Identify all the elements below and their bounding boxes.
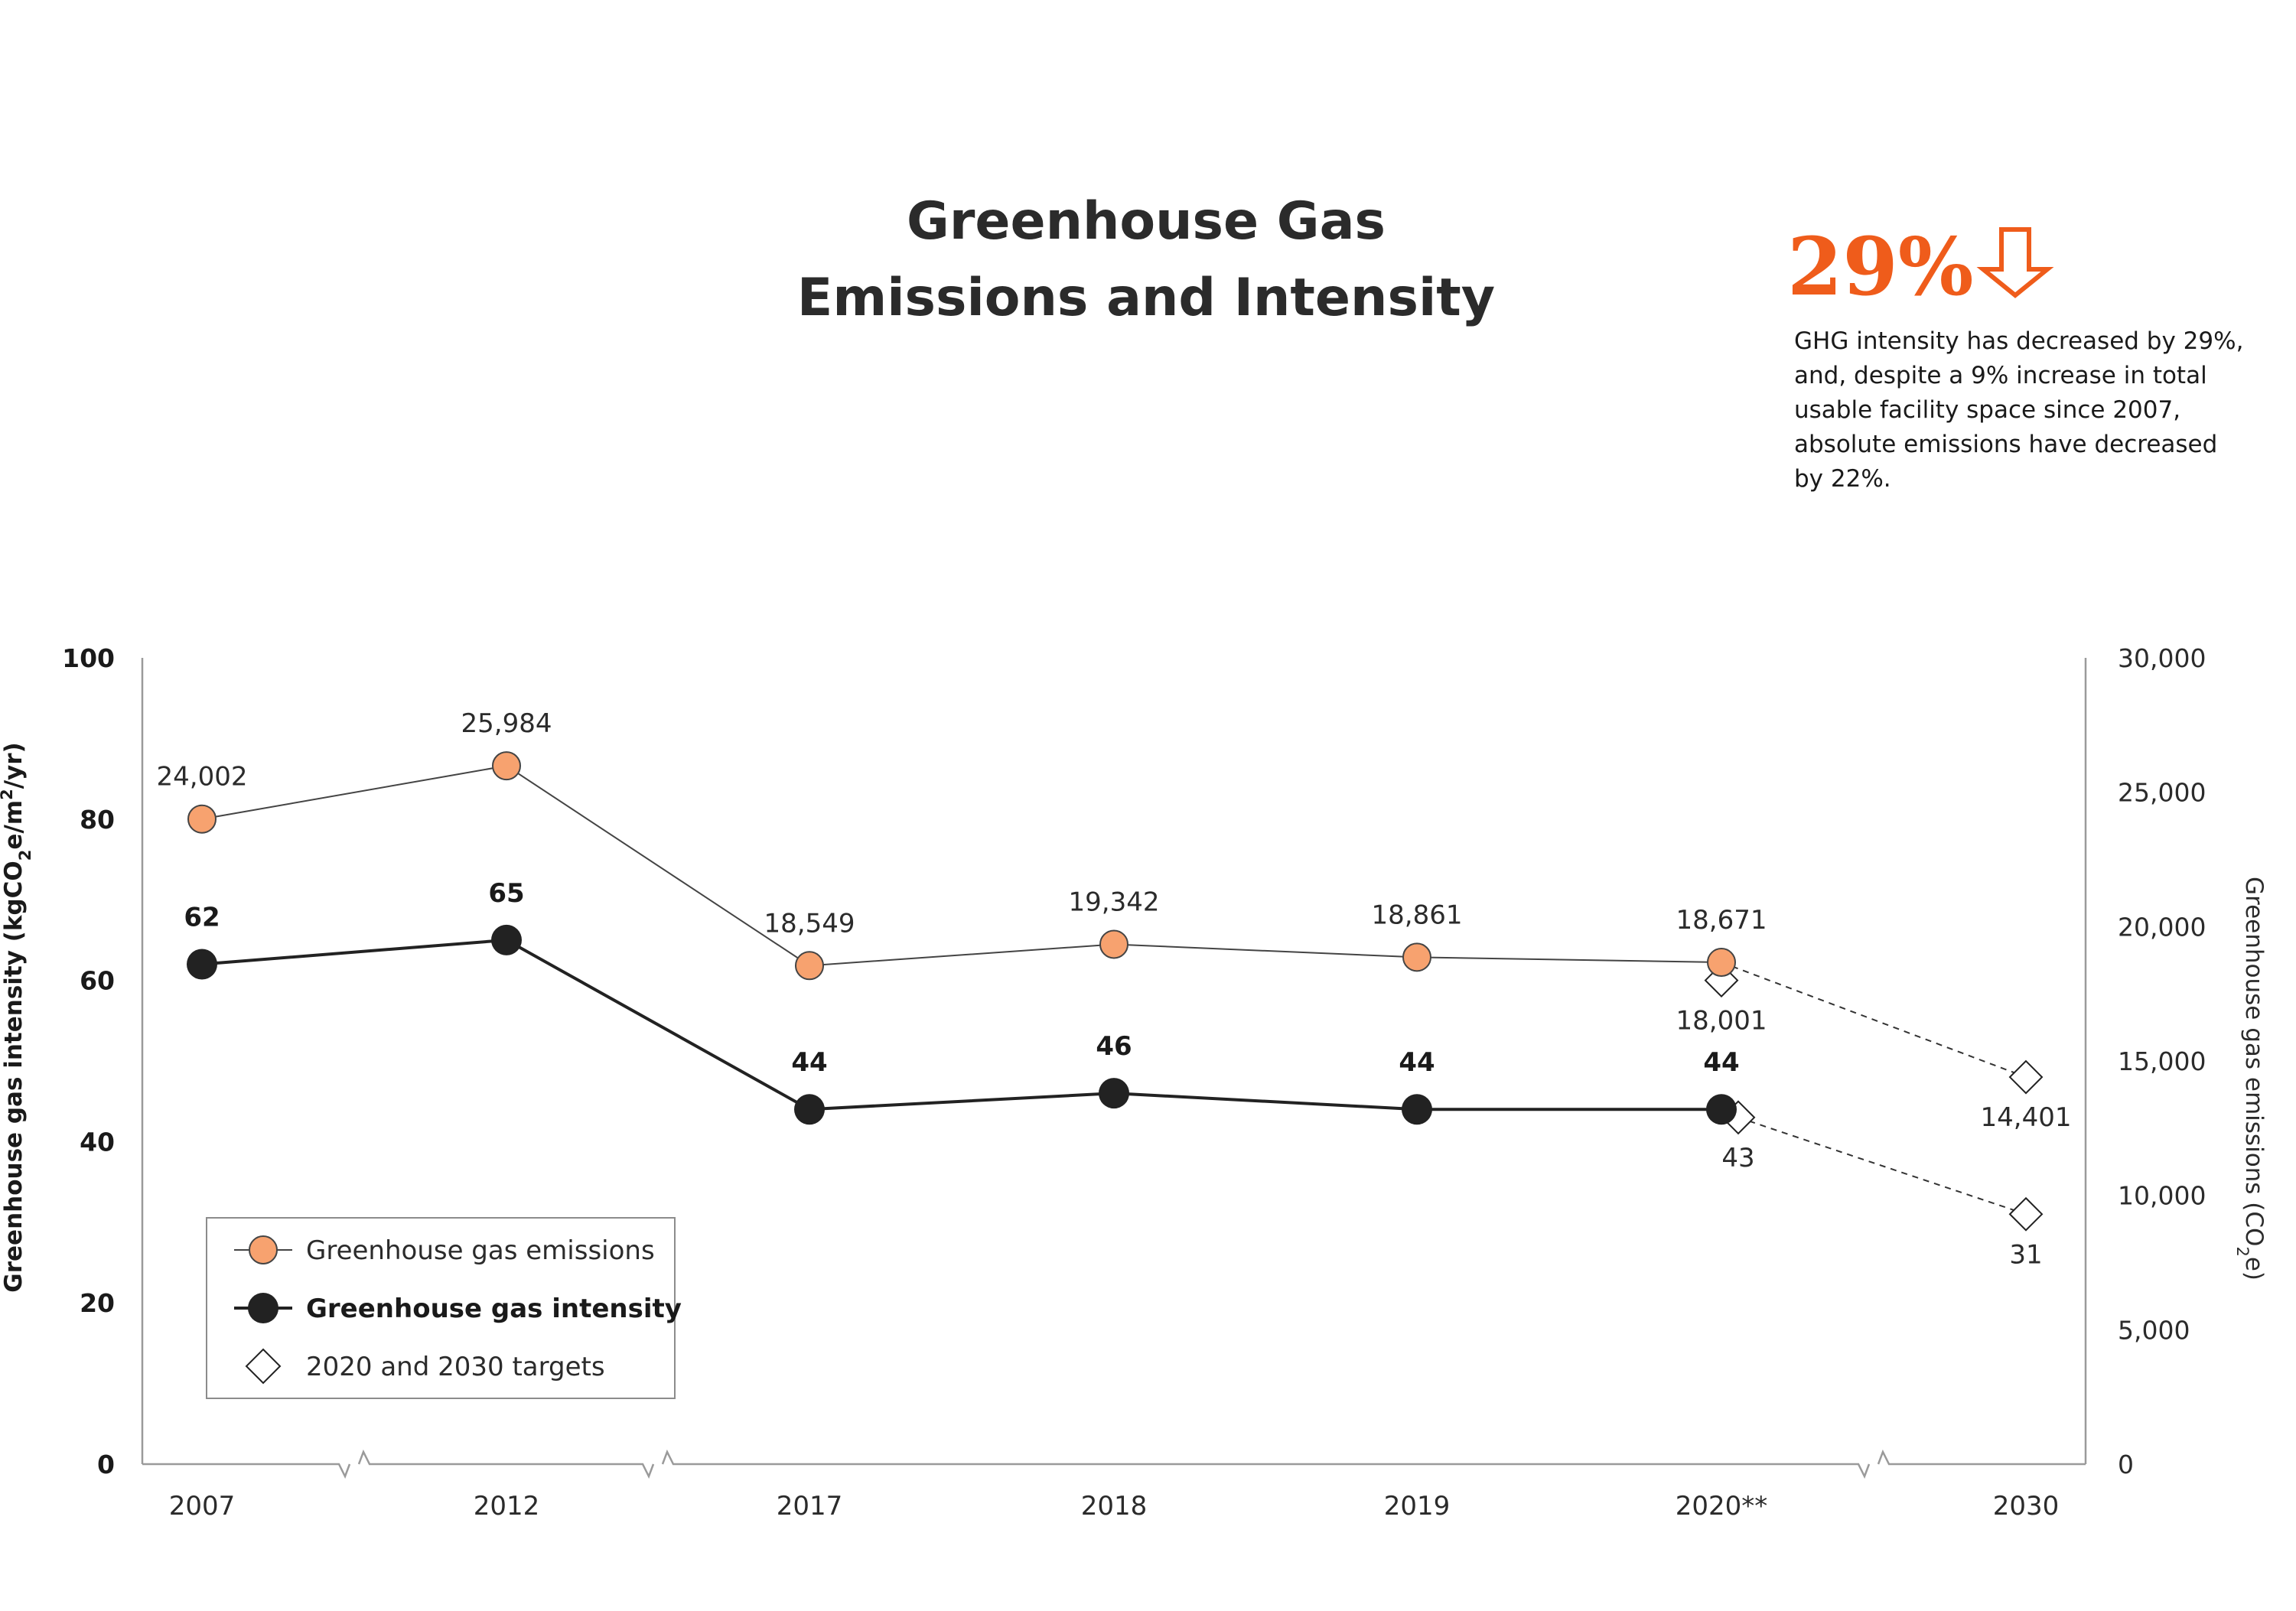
intensity-data-label: 62 <box>184 903 220 933</box>
legend-intensity-label: Greenhouse gas intensity <box>306 1294 682 1324</box>
left-tick-label: 60 <box>80 966 115 996</box>
right-tick-label: 30,000 <box>2118 643 2206 673</box>
emissions-line <box>201 765 1722 967</box>
callout-text-line: usable facility space since 2007, <box>1794 396 2180 424</box>
emissions-data-label: 19,342 <box>1069 887 1160 917</box>
right-tick-label: 0 <box>2118 1450 2134 1479</box>
right-axis-title: Greenhouse gas emissions (CO2e) <box>2233 877 2268 1281</box>
right-tick-label: 15,000 <box>2118 1046 2206 1076</box>
emissions-target-line <box>1721 962 2027 1078</box>
down-arrow-icon <box>1976 227 2054 298</box>
emissions-data-label: 18,671 <box>1676 905 1767 936</box>
right-tick-label: 5,000 <box>2118 1315 2190 1345</box>
axes <box>141 658 2087 1479</box>
legend-emissions-label: Greenhouse gas emissions <box>306 1235 655 1266</box>
emissions-target-marker <box>2008 1059 2044 1095</box>
chart-title-line-2: Emissions and Intensity <box>797 268 1495 328</box>
callout-percentage: 29% <box>1787 220 1974 314</box>
emissions-target-marker <box>1704 963 1739 998</box>
intensity-target-label: 43 <box>1721 1143 1754 1173</box>
emissions-data-label: 18,549 <box>764 908 855 939</box>
intensity-data-label: 44 <box>1703 1047 1739 1078</box>
right-tick-label: 10,000 <box>2118 1181 2206 1211</box>
callout-text-line: and, despite a 9% increase in total <box>1794 362 2207 389</box>
x-tick-label: 2019 <box>1384 1491 1451 1522</box>
emissions-target-label: 14,401 <box>1981 1102 2072 1133</box>
left-tick-label: 20 <box>80 1288 115 1318</box>
intensity-target-marker <box>2008 1196 2044 1232</box>
x-tick-label: 2030 <box>1993 1491 2060 1522</box>
legend-intensity-marker <box>248 1293 278 1323</box>
intensity-target-label: 31 <box>2009 1239 2042 1270</box>
intensity-point <box>1706 1094 1737 1125</box>
left-tick-label: 80 <box>80 805 115 835</box>
left-tick-label: 0 <box>97 1450 115 1479</box>
intensity-point <box>1099 1078 1129 1109</box>
x-tick-label: 2020** <box>1676 1491 1768 1522</box>
chart-title: Greenhouse Gas Emissions and Intensity <box>797 191 1495 328</box>
chart-title-line-1: Greenhouse Gas <box>907 191 1386 252</box>
intensity-data-label: 44 <box>1399 1047 1435 1078</box>
x-tick-label: 2012 <box>474 1491 540 1522</box>
emissions-point <box>1707 948 1736 978</box>
intensity-data-label: 46 <box>1096 1031 1132 1062</box>
emissions-point <box>492 751 521 781</box>
right-tick-label: 20,000 <box>2118 912 2206 942</box>
callout-text-line: by 22%. <box>1794 465 1891 493</box>
intensity-data-label: 44 <box>791 1047 827 1078</box>
x-tick-label: 2007 <box>169 1491 236 1522</box>
callout-text-line: absolute emissions have decreased <box>1794 431 2217 458</box>
legend: Greenhouse gas emissions Greenhouse gas … <box>206 1217 682 1399</box>
left-tick-label: 40 <box>80 1127 115 1157</box>
emissions-point <box>795 951 824 981</box>
emissions-point <box>1402 942 1431 972</box>
intensity-point <box>794 1094 825 1125</box>
intensity-data-label: 65 <box>488 878 524 909</box>
intensity-point <box>187 949 217 980</box>
emissions-point <box>1099 929 1128 959</box>
legend-emissions-marker <box>249 1235 278 1264</box>
left-axis-title: Greenhouse gas intensity (kgCO2e/m2/yr) <box>0 742 34 1292</box>
emissions-target-label: 18,001 <box>1676 1006 1767 1037</box>
legend-targets-marker <box>245 1348 282 1385</box>
x-axis-line <box>142 1449 2086 1479</box>
right-tick-label: 25,000 <box>2118 778 2206 808</box>
intensity-target-line <box>1737 1116 2027 1216</box>
legend-targets-label: 2020 and 2030 targets <box>306 1352 605 1382</box>
x-tick-label: 2017 <box>777 1491 843 1522</box>
emissions-data-label: 24,002 <box>157 762 248 792</box>
callout: 29% GHG intensity has decreased by 29%, a… <box>1787 220 2243 493</box>
x-tick-label: 2018 <box>1081 1491 1148 1522</box>
intensity-line <box>201 938 1721 1111</box>
emissions-data-label: 25,984 <box>461 708 552 739</box>
left-tick-label: 100 <box>62 643 115 673</box>
intensity-point <box>1402 1094 1432 1125</box>
emissions-data-label: 18,861 <box>1372 900 1463 930</box>
callout-text-line: GHG intensity has decreased by 29%, <box>1794 327 2243 355</box>
intensity-point <box>491 924 522 955</box>
emissions-point <box>187 804 217 834</box>
